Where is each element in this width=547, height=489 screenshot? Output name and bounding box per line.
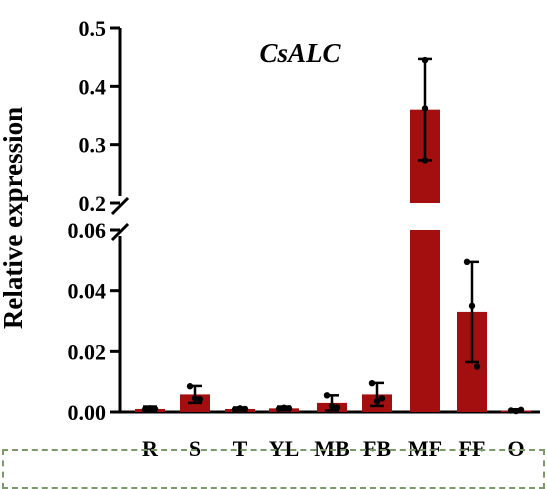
data-point-S	[196, 396, 204, 403]
data-point-FB	[373, 398, 381, 405]
x-tick-label: T	[233, 436, 248, 461]
data-point-YL	[285, 405, 293, 412]
y-tick-label: 0.02	[68, 339, 107, 364]
data-point-FB	[378, 395, 386, 402]
y-tick-label: 0.3	[79, 133, 107, 158]
x-tick-label: MB	[314, 436, 350, 461]
y-tick-label: 0.06	[68, 218, 107, 243]
data-point-FF	[473, 363, 481, 370]
data-point-O	[512, 407, 520, 415]
x-tick-label: S	[189, 436, 201, 461]
x-tick-label: MF	[408, 436, 442, 461]
x-tick-label: FB	[363, 436, 391, 461]
bar-MF-lower	[410, 230, 440, 412]
data-points-group	[141, 56, 525, 415]
data-point-FF	[463, 258, 471, 266]
y-ticks-group: 0.2 0.3 0.4 0.5 0.00 0.02 0.04 0.06	[68, 16, 120, 425]
x-tick-label: O	[507, 436, 524, 461]
x-tick-label: R	[142, 436, 159, 461]
data-point-S	[191, 395, 199, 402]
data-point-MB	[323, 392, 331, 399]
data-point-T	[231, 406, 239, 413]
data-point-T	[236, 405, 244, 412]
y-axis-label: Relative expression	[0, 107, 28, 329]
axis-break-mark-upper	[110, 196, 130, 216]
data-point-YL	[280, 404, 288, 411]
x-tick-label: FF	[459, 436, 486, 461]
data-point-R	[141, 406, 149, 413]
data-point-T	[241, 405, 249, 413]
data-point-YL	[275, 405, 283, 413]
data-point-MF	[421, 157, 429, 164]
data-point-MB	[333, 404, 341, 411]
y-tick-label: 0.4	[79, 74, 107, 99]
dashed-panel-border	[2, 449, 545, 489]
x-tick-label: YL	[269, 436, 300, 461]
y-tick-label: 0.5	[79, 16, 107, 41]
chart-title: CsALC	[259, 38, 341, 68]
x-ticks-group: R S T YL MB FB MF FF O	[142, 436, 525, 461]
data-point-R	[151, 405, 159, 413]
data-point-MB	[328, 402, 336, 410]
y-tick-label: 0.00	[68, 400, 107, 425]
axis-break-mark-lower	[110, 222, 130, 242]
y-tick-label: 0.2	[79, 191, 107, 216]
data-point-MF	[421, 56, 429, 64]
data-point-R	[146, 405, 154, 412]
data-point-O	[517, 406, 525, 414]
y-tick-label: 0.04	[68, 279, 107, 304]
data-point-MF	[421, 105, 429, 112]
data-point-S	[186, 383, 194, 390]
data-point-O	[507, 407, 515, 414]
data-point-FB	[368, 379, 376, 387]
data-point-FF	[468, 302, 476, 310]
